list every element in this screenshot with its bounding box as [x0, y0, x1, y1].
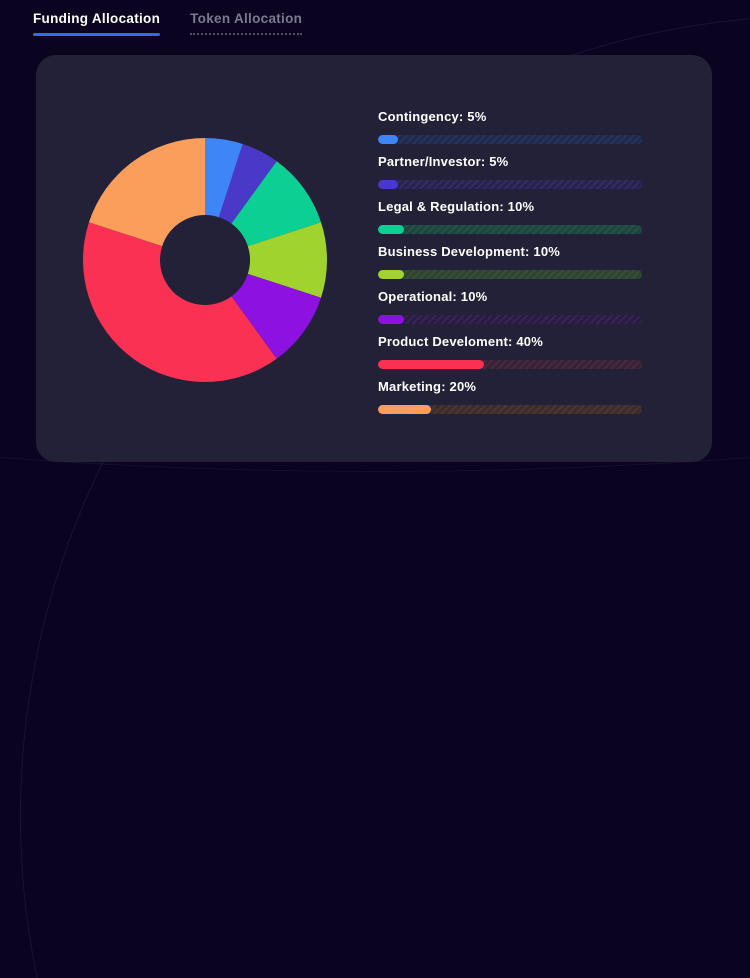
- tab-funding-allocation-label: Funding Allocation: [33, 11, 161, 26]
- inactive-tab-underline: [190, 33, 303, 35]
- funding-allocation-card: Contingency: 5% Partner/Investor: 5% Legal…: [36, 55, 712, 462]
- legend-progress-track: [378, 135, 642, 144]
- legend-label: Partner/Investor: 5%: [378, 154, 509, 169]
- pie-slice-partner-investor[interactable]: [218, 143, 277, 224]
- legend-item-operational: Operational: 10%: [378, 289, 642, 324]
- legend-progress-track: [378, 225, 642, 234]
- active-tab-underline: [33, 33, 161, 36]
- tab-token-allocation[interactable]: Token Allocation: [190, 10, 303, 36]
- legend-progress-track: [378, 180, 642, 189]
- legend-progress-track: [378, 315, 642, 324]
- pie-slice-legal-regulation[interactable]: [231, 161, 322, 247]
- legend-progress-fill: [378, 270, 405, 279]
- legend-item-business-development: Business Development: 10%: [378, 244, 642, 279]
- legend-label: Operational: 10%: [378, 289, 488, 304]
- legend-item-product-develoment: Product Develoment: 40%: [378, 334, 642, 369]
- pie-slice-business-development[interactable]: [247, 222, 327, 298]
- allocation-tabs: Funding Allocation Token Allocation: [33, 10, 303, 36]
- legend-item-marketing: Marketing: 20%: [378, 379, 642, 414]
- legend-item-partner-investor: Partner/Investor: 5%: [378, 154, 642, 189]
- legend-label: Product Develoment: 40%: [378, 334, 543, 349]
- donut-chart-svg: [83, 138, 327, 382]
- legend-progress-fill: [378, 225, 405, 234]
- legend-progress-fill: [378, 135, 398, 144]
- legend-label: Contingency: 5%: [378, 109, 487, 124]
- tab-funding-allocation[interactable]: Funding Allocation: [33, 10, 161, 36]
- legend-progress-track: [378, 405, 642, 414]
- legend-item-legal-regulation: Legal & Regulation: 10%: [378, 199, 642, 234]
- legend-progress-track: [378, 270, 642, 279]
- pie-slice-operational[interactable]: [231, 273, 322, 359]
- legend-progress-fill: [378, 405, 431, 414]
- tab-token-allocation-label: Token Allocation: [190, 11, 303, 26]
- legend: Contingency: 5% Partner/Investor: 5% Legal…: [378, 109, 642, 424]
- legend-label: Legal & Regulation: 10%: [378, 199, 535, 214]
- donut-chart: [83, 138, 327, 382]
- pie-slice-product-develoment[interactable]: [83, 222, 277, 382]
- legend-item-contingency: Contingency: 5%: [378, 109, 642, 144]
- legend-progress-fill: [378, 180, 398, 189]
- pie-slice-contingency[interactable]: [205, 138, 243, 218]
- legend-label: Business Development: 10%: [378, 244, 561, 259]
- pie-slice-marketing[interactable]: [88, 138, 205, 247]
- legend-progress-fill: [378, 315, 405, 324]
- legend-label: Marketing: 20%: [378, 379, 477, 394]
- legend-progress-fill: [378, 360, 484, 369]
- legend-progress-track: [378, 360, 642, 369]
